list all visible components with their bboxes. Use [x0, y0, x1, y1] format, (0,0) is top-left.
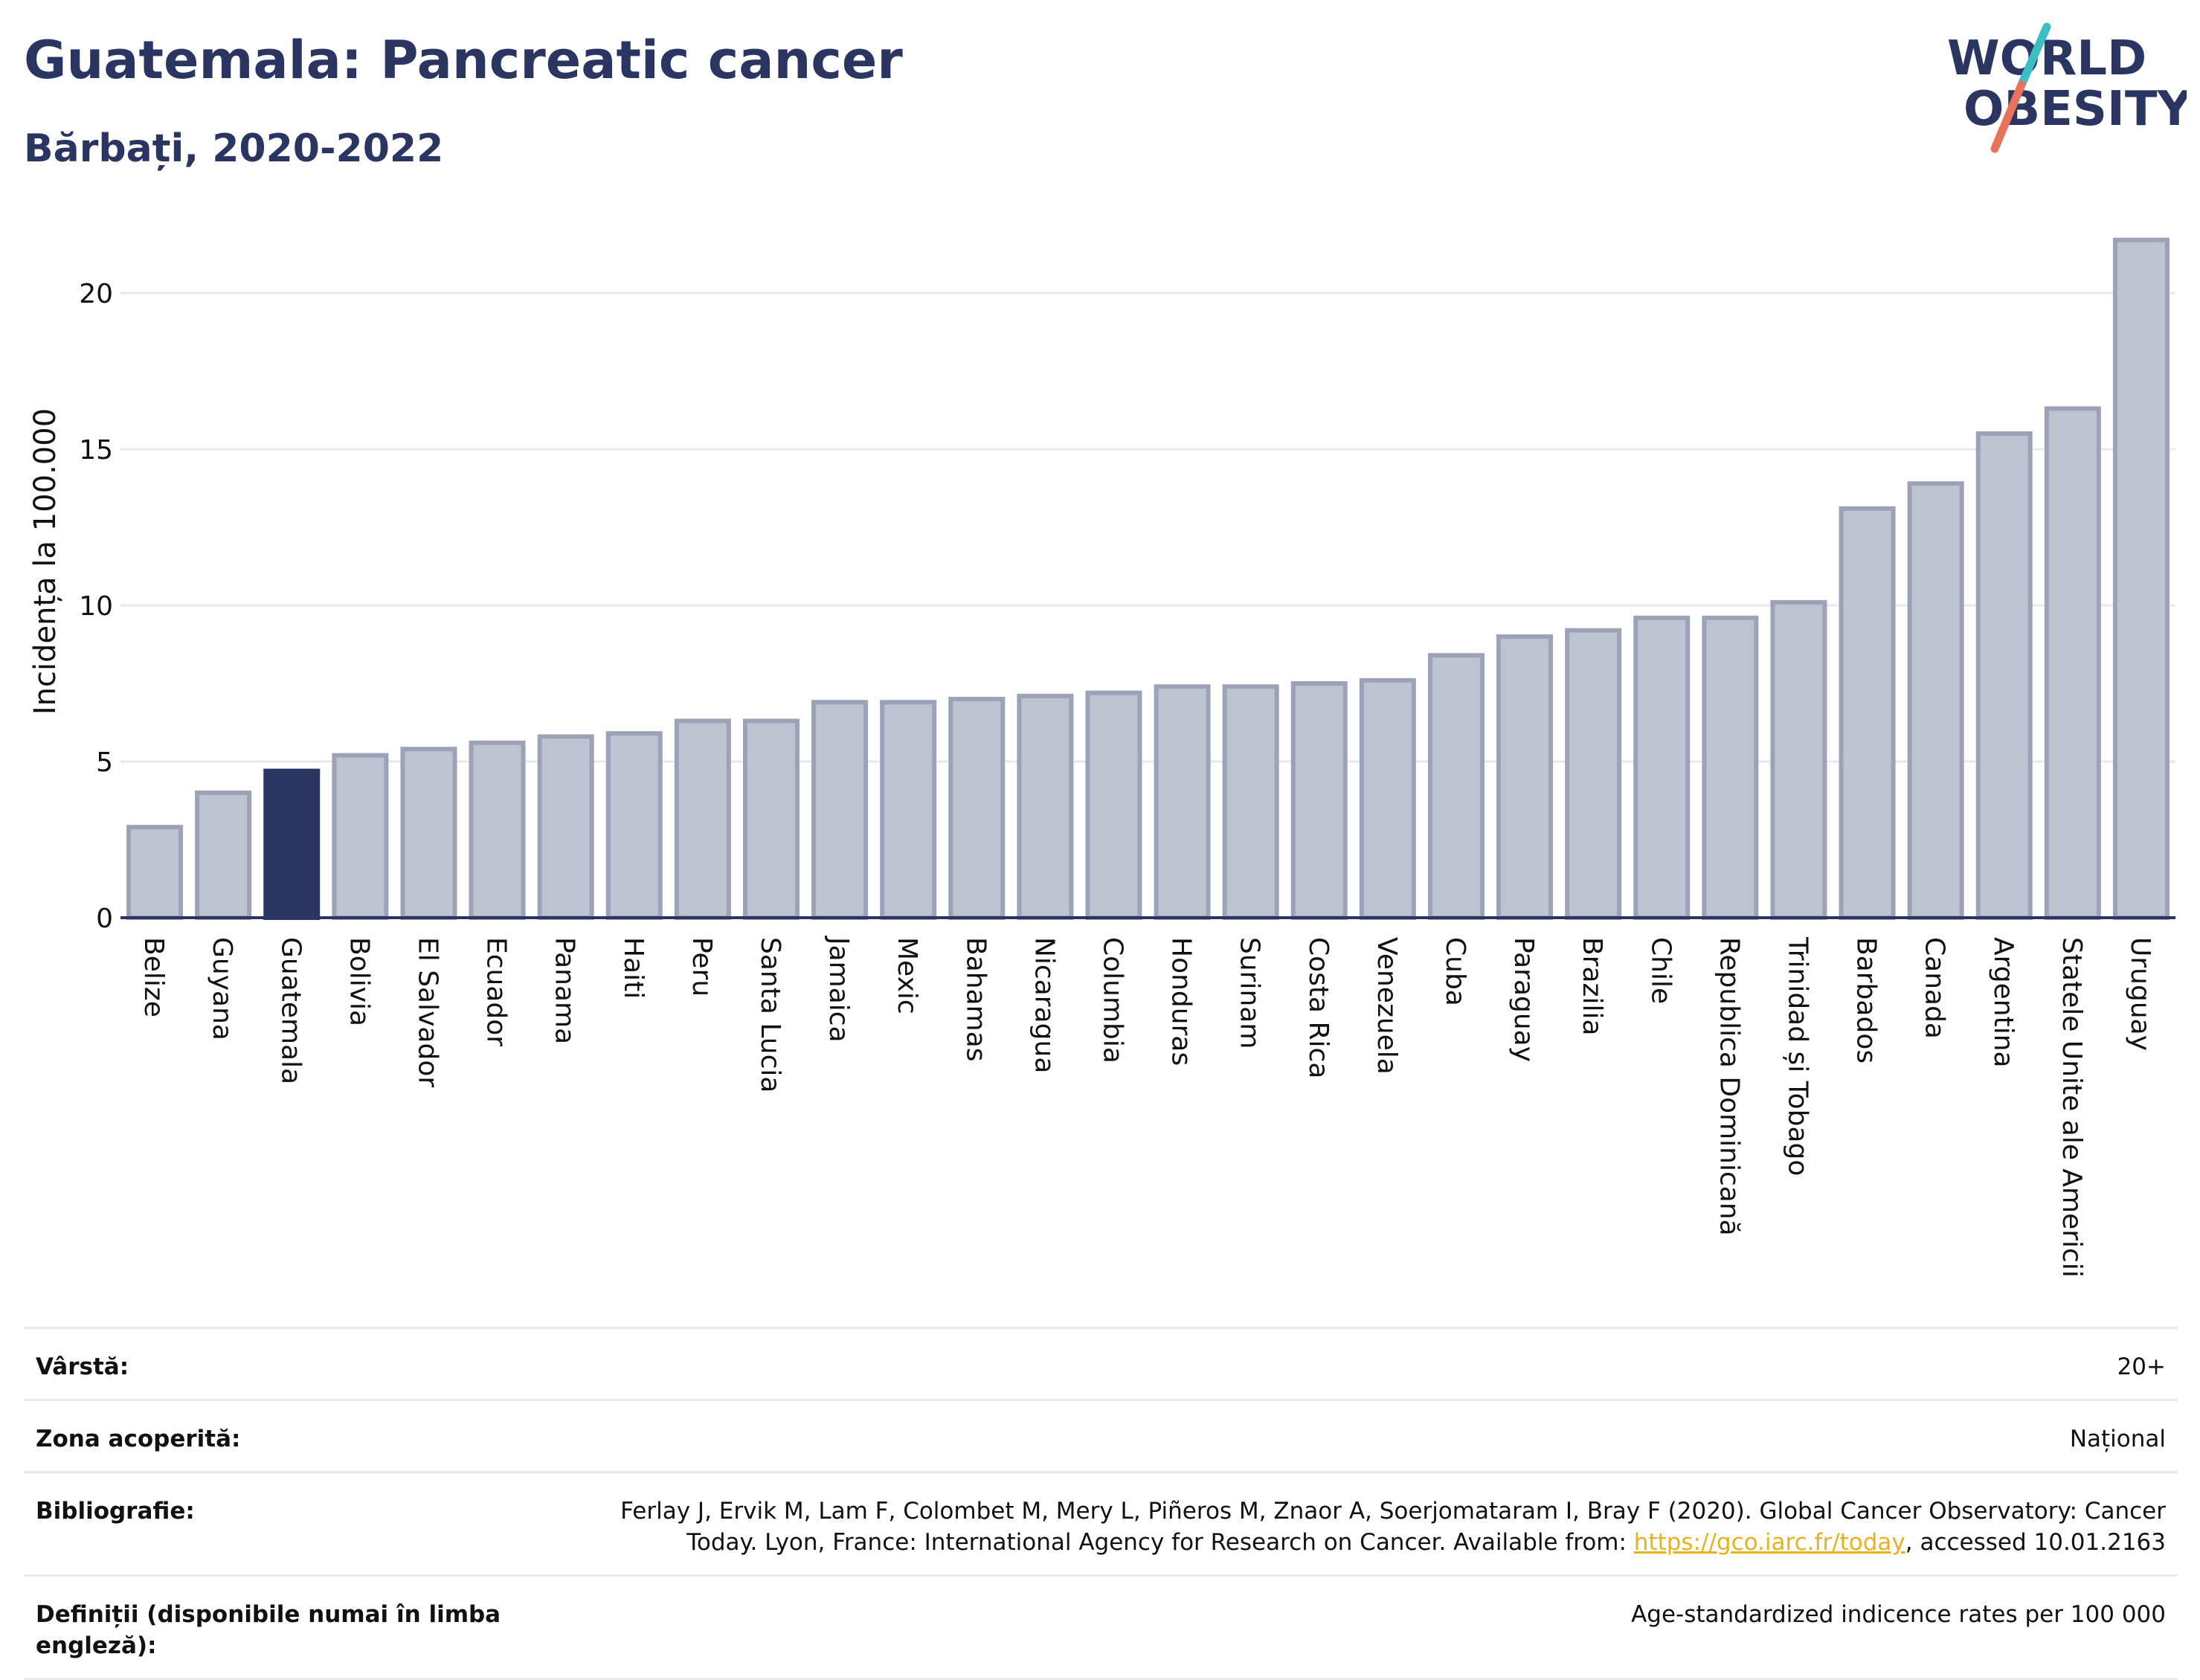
meta-row-area: Zona acoperită: Național — [24, 1399, 2178, 1471]
bar-venezuela — [1359, 678, 1416, 920]
bar-statele-unite-ale-americii — [2044, 406, 2101, 920]
x-tick-label: Surinam — [1235, 937, 1265, 1049]
bar-honduras — [1154, 684, 1211, 920]
bar-paraguay — [1496, 634, 1554, 920]
meta-label-bibliography: Bibliografie: — [36, 1498, 195, 1525]
bar-panama — [537, 734, 594, 921]
x-tick-label: Santa Lucia — [755, 937, 785, 1092]
bar-belize — [126, 825, 184, 920]
x-tick-label: Guyana — [207, 937, 237, 1040]
x-tick-label: Costa Rica — [1303, 937, 1334, 1078]
meta-row-age: Vârstă: 20+ — [24, 1327, 2178, 1399]
x-tick-label: Republica Dominicană — [1714, 937, 1744, 1236]
x-tick-label: Brazilia — [1577, 937, 1607, 1036]
bar-peru — [674, 718, 731, 921]
world-obesity-logo: WORLD OBESITY — [1947, 22, 2187, 153]
x-tick-label: Ecuador — [481, 937, 512, 1046]
bar-trinidad-i-tobago — [1770, 599, 1827, 920]
bar-santa-lucia — [742, 718, 800, 921]
bars — [126, 237, 2170, 921]
meta-row-bibliography: Bibliografie: Ferlay J, Ervik M, Lam F, … — [24, 1471, 2178, 1574]
metadata-table: Vârstă: 20+ Zona acoperită: Național Bib… — [24, 1327, 2178, 1680]
x-tick-label: Panama — [550, 937, 580, 1044]
bar-guatemala — [263, 768, 321, 920]
x-axis: Belize Guyana Guatemala Bolivia El Salvador E… — [120, 916, 2175, 1278]
bar-chart: 0 5 10 15 20 Belize Guyana Guatemala Bolivia El … — [28, 237, 2175, 1278]
x-tick-label: Statele Unite ale Americii — [2056, 937, 2087, 1278]
bar-haiti — [605, 731, 663, 921]
meta-row-definitions: Definiții (disponibile numai în limba en… — [24, 1574, 2178, 1680]
bar-ecuador — [469, 740, 526, 920]
logo-slash-bottom — [1990, 80, 2026, 153]
x-tick-label: El Salvador — [412, 937, 443, 1087]
x-tick-label: Mexic — [892, 937, 922, 1014]
bibliography-accessed: , accessed 10.01.2163 — [1905, 1529, 2166, 1556]
page-subtitle: Bărbați, 2020-2022 — [24, 126, 444, 171]
bar-columbia — [1085, 690, 1142, 920]
x-tick-label: Venezuela — [1371, 937, 1402, 1075]
bar-uruguay — [2112, 237, 2170, 921]
x-tick-label: Chile — [1645, 937, 1676, 1004]
y-tick-label: 20 — [79, 279, 113, 309]
bar-canada — [1907, 481, 1964, 920]
x-tick-label: Guatemala — [275, 937, 306, 1084]
x-tick-label: Nicaragua — [1029, 937, 1059, 1073]
bar-republica-dominican- — [1702, 615, 1759, 920]
x-tick-label: Jamaica — [823, 936, 854, 1043]
x-tick-label: Barbados — [1851, 937, 1882, 1063]
x-tick-label: Peru — [686, 937, 717, 997]
source-link[interactable]: https://gco.iarc.fr/today — [1633, 1529, 1905, 1556]
bar-bahamas — [948, 697, 1006, 920]
y-tick-label: 5 — [96, 747, 113, 778]
x-tick-label: Paraguay — [1508, 937, 1539, 1062]
bar-bolivia — [332, 753, 389, 920]
meta-value-age: 20+ — [2117, 1354, 2166, 1380]
bar-el-salvador — [400, 747, 457, 921]
x-tick-label: Honduras — [1166, 937, 1197, 1066]
bar-cuba — [1427, 653, 1485, 920]
meta-value-definitions: Age-standardized indicence rates per 100… — [1631, 1601, 2166, 1628]
meta-label-age: Vârstă: — [36, 1354, 129, 1380]
logo-slash-top — [2017, 22, 2051, 89]
y-tick-label: 15 — [79, 435, 113, 466]
x-tick-label: Bolivia — [344, 937, 374, 1026]
bibliography-text: Ferlay J, Ervik M, Lam F, Colombet M, Me… — [620, 1498, 2166, 1556]
grid-lines — [120, 292, 2175, 763]
meta-label-area: Zona acoperită: — [36, 1426, 241, 1452]
bar-jamaica — [811, 700, 869, 920]
bar-nicaragua — [1017, 693, 1074, 920]
x-tick-label: Belize — [138, 937, 169, 1017]
logo-line1: WORLD — [1947, 31, 2146, 86]
bar-brazilia — [1565, 628, 1622, 920]
x-tick-label: Cuba — [1440, 937, 1470, 1006]
bar-barbados — [1839, 506, 1896, 920]
bar-argentina — [1975, 431, 2033, 920]
y-tick-label: 10 — [79, 591, 113, 622]
y-axis-label: Incidența la 100.000 — [28, 408, 62, 715]
bar-chile — [1633, 615, 1691, 920]
y-tick-label: 0 — [96, 904, 113, 934]
x-tick-label: Canada — [1920, 937, 1950, 1039]
page-title: Guatemala: Pancreatic cancer — [24, 30, 903, 91]
y-axis: 0 5 10 15 20 — [79, 279, 113, 934]
bar-guyana — [195, 791, 252, 920]
bar-surinam — [1222, 684, 1279, 920]
bar-mexic — [880, 700, 937, 920]
meta-label-definitions: Definiții (disponibile numai în limba en… — [36, 1601, 501, 1659]
x-tick-label: Uruguay — [2125, 937, 2155, 1051]
x-tick-label: Bahamas — [960, 937, 991, 1062]
bar-costa-rica — [1290, 681, 1348, 920]
x-tick-label: Trinidad și Tobago — [1782, 936, 1813, 1176]
x-tick-label: Argentina — [1988, 937, 2019, 1068]
x-tick-label: Columbia — [1097, 937, 1128, 1063]
x-tick-label: Haiti — [618, 937, 649, 999]
meta-value-area: Național — [2069, 1426, 2166, 1452]
meta-value-bibliography: Ferlay J, Ervik M, Lam F, Colombet M, Me… — [544, 1496, 2166, 1558]
